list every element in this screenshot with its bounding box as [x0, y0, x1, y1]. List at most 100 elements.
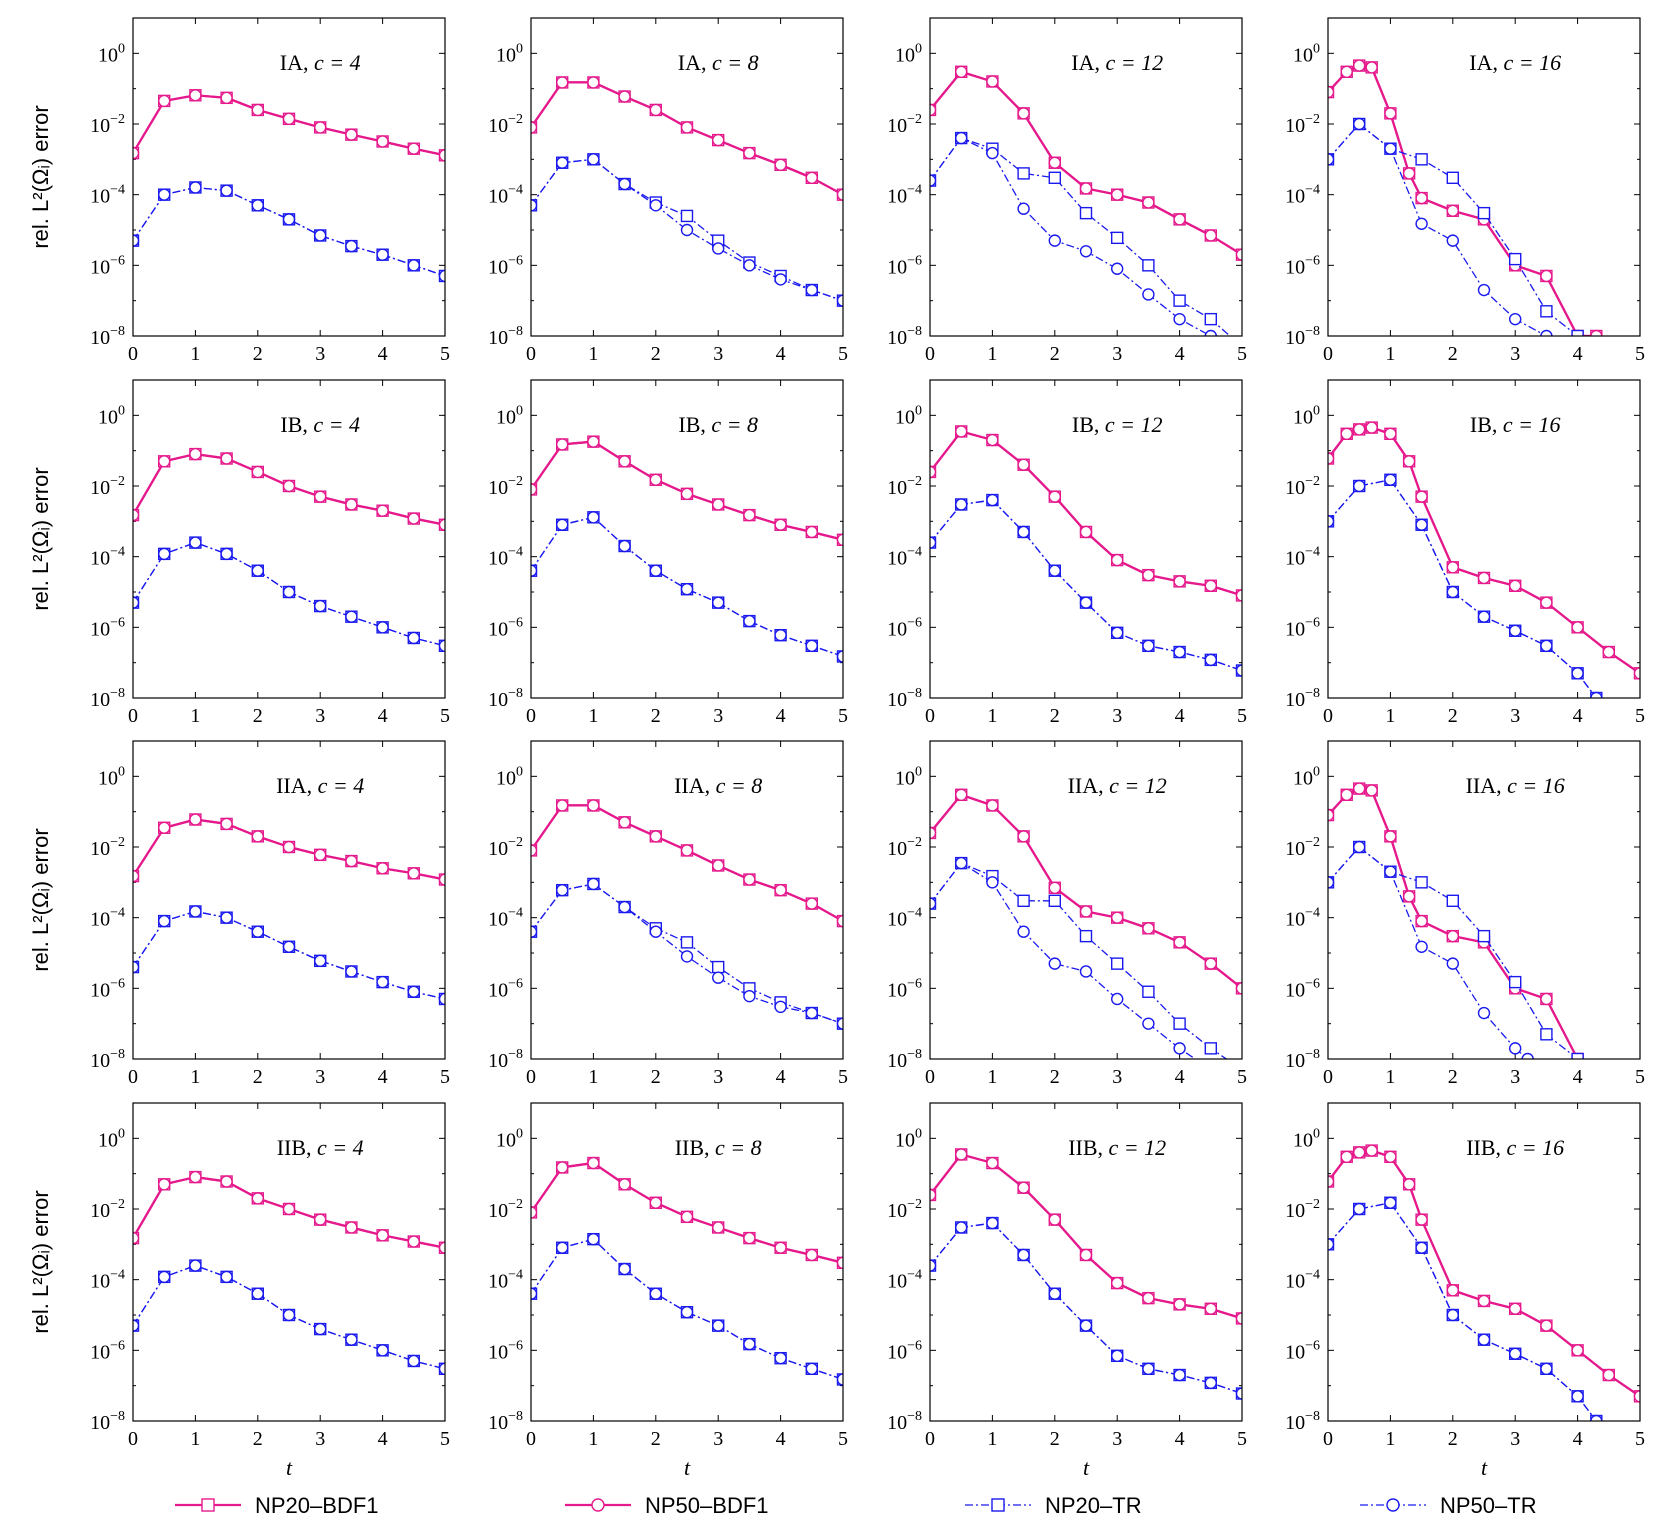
y-tick-label: 10−8 [90, 1409, 125, 1434]
data-point-circle [1110, 1349, 1124, 1363]
data-point-circle [1173, 1368, 1186, 1382]
plot-frame [929, 740, 1243, 1060]
data-point-circle [805, 1006, 818, 1020]
x-tick-label: 4 [1573, 343, 1583, 365]
panel-title: IB, c = 4 [280, 412, 360, 437]
data-point-circle [133, 1231, 140, 1245]
plot-frame [929, 379, 1243, 699]
y-tick-label: 10−2 [887, 835, 922, 860]
x-tick-label: 2 [1448, 343, 1458, 365]
data-point-circle [376, 135, 389, 148]
data-point-circle [1402, 1178, 1416, 1191]
data-point-circle [282, 213, 296, 226]
data-point-circle [930, 1188, 937, 1202]
series-line [1328, 426, 1640, 675]
panel-iia-c16: 100 10−2 10−4 10−6 10−80 1 2 3 4 5 IIA, c = 16 [1285, 740, 1645, 1088]
x-tick-label: 0 [1323, 1066, 1333, 1088]
data-point-circle [1142, 1362, 1155, 1376]
data-point-circle [649, 1196, 662, 1209]
data-point-circle [1340, 427, 1353, 441]
data-point-circle [314, 121, 327, 134]
data-point-circle [712, 242, 725, 255]
x-tick-label: 2 [651, 1066, 661, 1088]
data-point-circle [1340, 65, 1353, 79]
series-line [133, 186, 445, 277]
data-point-circle [1477, 283, 1491, 297]
data-point-circle [836, 294, 843, 307]
data-point-circle [1048, 957, 1062, 970]
data-point-circle [618, 539, 631, 553]
x-tick-label: 0 [128, 1066, 138, 1088]
data-point-circle [618, 177, 631, 191]
data-point-circle [345, 965, 358, 978]
data-point-circle [1602, 645, 1616, 659]
x-tick-label: 1 [1385, 343, 1395, 365]
y-tick-label: 100 [895, 764, 922, 789]
data-point-square [1204, 1042, 1218, 1055]
x-tick-label: 1 [987, 1066, 997, 1088]
y-tick-label: 10−8 [90, 324, 125, 349]
data-point-circle [531, 199, 538, 212]
data-point-circle [1017, 830, 1030, 843]
x-tick-label: 2 [1050, 705, 1060, 727]
data-point-circle [1571, 1344, 1584, 1357]
data-point-circle [1204, 1302, 1218, 1315]
data-point-circle [1352, 479, 1366, 493]
y-tick-label: 10−8 [887, 324, 922, 349]
data-point-circle [1477, 571, 1491, 585]
series-np20-tr [930, 493, 1242, 677]
x-tick-label: 1 [1385, 1066, 1395, 1088]
y-tick-label: 10−4 [887, 545, 922, 570]
series-np50-tr [133, 905, 445, 1006]
data-point-circle [556, 799, 569, 812]
x-tick-label: 4 [378, 705, 388, 727]
data-point-circle [189, 536, 202, 549]
data-point-circle [805, 897, 818, 910]
y-tick-label: 10−4 [1285, 545, 1320, 570]
y-tick-label: 10−2 [90, 474, 125, 499]
legend-marker-square [991, 1498, 1005, 1512]
series-line [930, 499, 1242, 672]
data-point-square [1508, 975, 1522, 989]
series-np20-bdf1 [1328, 782, 1584, 1059]
data-point-circle [1352, 840, 1366, 854]
data-point-circle [1235, 982, 1242, 995]
x-tick-label: 4 [776, 1066, 786, 1088]
x-tick-label: 3 [713, 705, 723, 727]
data-point-circle [680, 121, 694, 134]
series-np50-bdf1 [531, 435, 843, 547]
panel-iia-c12: 100 10−2 10−4 10−6 10−80 1 2 3 4 5 IIA, c = 12 [887, 740, 1247, 1088]
y-tick-label: 10−4 [887, 1268, 922, 1293]
data-point-square [1079, 929, 1093, 943]
data-point-circle [1352, 782, 1366, 795]
data-point-circle [1204, 579, 1218, 592]
data-point-circle [955, 856, 968, 870]
series-line [930, 70, 1242, 256]
series-np50-bdf1 [1328, 421, 1640, 680]
series-line [133, 186, 445, 277]
data-point-circle [1110, 911, 1124, 924]
series-np20-bdf1 [133, 89, 445, 162]
data-point-circle [556, 883, 569, 897]
data-point-circle [1173, 312, 1186, 326]
data-point-circle [1540, 1319, 1553, 1332]
data-point-circle [1328, 515, 1335, 528]
series-line [531, 1238, 843, 1381]
series-np20-tr [1328, 473, 1603, 698]
data-point-circle [438, 269, 445, 283]
x-tick-label: 4 [378, 1428, 388, 1450]
panel-title: IIA, c = 16 [1466, 773, 1565, 798]
data-point-circle [1142, 196, 1155, 209]
data-point-circle [1235, 664, 1242, 677]
data-point-circle [556, 518, 569, 531]
data-point-circle [282, 1202, 296, 1216]
plot-frame [132, 1102, 446, 1422]
x-tick-label: 5 [1635, 1066, 1645, 1088]
legend-item-np50-tr: NP50–TR [1360, 1493, 1537, 1518]
data-point-square [712, 960, 725, 974]
x-tick-label: 0 [526, 1428, 536, 1450]
data-point-circle [1508, 579, 1522, 592]
series-np50-bdf1 [930, 1148, 1242, 1325]
y-tick-label: 10−6 [488, 1338, 523, 1363]
series-line [531, 804, 843, 923]
